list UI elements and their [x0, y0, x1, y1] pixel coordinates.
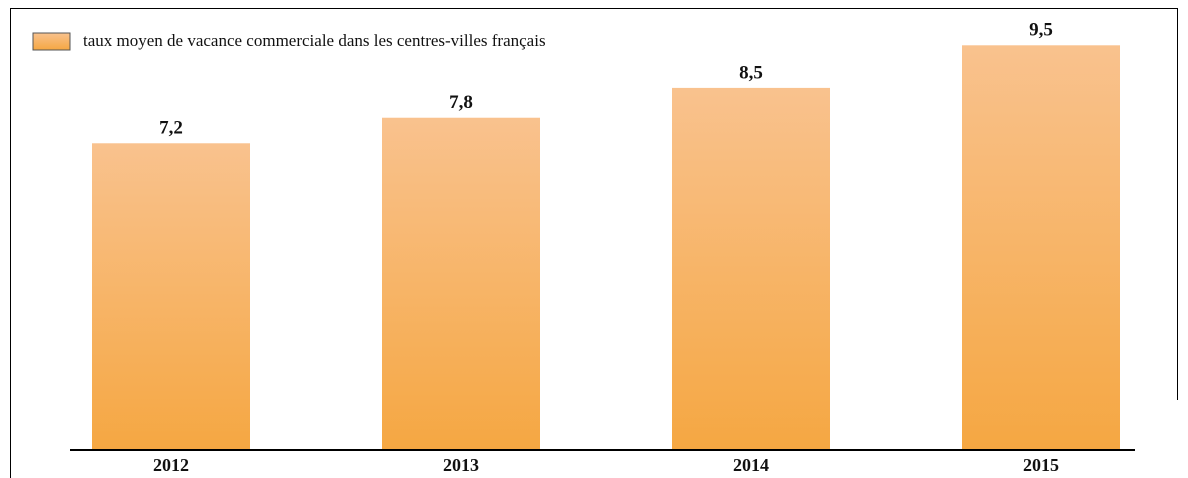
- x-tick-label: 2014: [733, 455, 769, 475]
- x-tick-label: 2012: [153, 455, 189, 475]
- bar: [92, 143, 250, 450]
- bar: [382, 117, 540, 450]
- value-label: 7,8: [449, 92, 473, 113]
- x-tick-label: 2013: [443, 455, 479, 475]
- value-label: 8,5: [739, 62, 763, 83]
- bar: [672, 87, 830, 451]
- x-tick-label: 2015: [1023, 455, 1059, 475]
- legend-label: taux moyen de vacance commerciale dans l…: [83, 31, 546, 50]
- bar: [962, 45, 1120, 451]
- legend-swatch: [32, 32, 71, 51]
- value-label: 7,2: [159, 118, 183, 139]
- value-label: 9,5: [1029, 20, 1053, 41]
